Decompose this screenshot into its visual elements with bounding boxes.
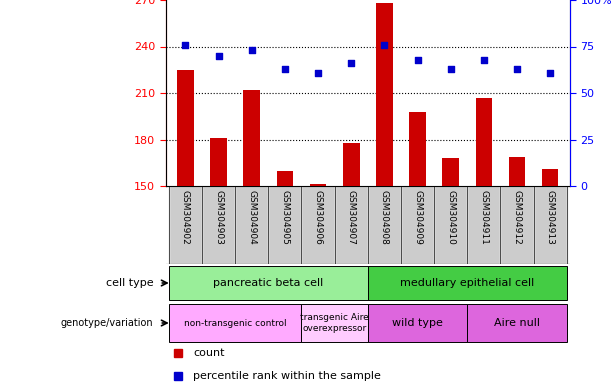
Bar — [343, 142, 359, 186]
Point — [247, 47, 257, 53]
Bar — [302, 186, 335, 264]
Bar — [368, 186, 401, 264]
Bar — [335, 186, 368, 264]
Bar — [243, 90, 260, 186]
Text: medullary epithelial cell: medullary epithelial cell — [400, 278, 535, 288]
Text: non-transgenic control: non-transgenic control — [184, 318, 286, 328]
Text: transgenic Aire
overexpressor: transgenic Aire overexpressor — [300, 313, 369, 333]
Bar — [177, 70, 194, 186]
Bar — [401, 186, 434, 264]
Bar — [509, 157, 525, 186]
Bar — [368, 266, 567, 300]
Point — [512, 66, 522, 72]
Bar — [542, 169, 558, 186]
Text: GSM304904: GSM304904 — [247, 190, 256, 245]
Bar — [169, 304, 302, 342]
Bar — [434, 186, 467, 264]
Point — [214, 53, 224, 59]
Bar — [210, 138, 227, 186]
Text: genotype/variation: genotype/variation — [61, 318, 153, 328]
Bar — [443, 158, 459, 186]
Text: Aire null: Aire null — [494, 318, 540, 328]
Bar — [533, 186, 567, 264]
Text: GSM304912: GSM304912 — [512, 190, 522, 245]
Text: GSM304907: GSM304907 — [347, 190, 356, 245]
Point — [379, 41, 389, 48]
Bar — [476, 98, 492, 186]
Text: GSM304905: GSM304905 — [280, 190, 289, 245]
Point — [546, 70, 555, 76]
Bar — [302, 304, 368, 342]
Bar — [467, 186, 500, 264]
Bar — [169, 266, 368, 300]
Bar — [409, 112, 426, 186]
Point — [180, 41, 190, 48]
Point — [413, 56, 422, 63]
Bar — [368, 304, 467, 342]
Point — [280, 66, 290, 72]
Text: GSM304911: GSM304911 — [479, 190, 489, 245]
Bar — [500, 186, 533, 264]
Point — [446, 66, 455, 72]
Bar — [376, 3, 393, 186]
Bar — [276, 170, 293, 186]
Text: GSM304910: GSM304910 — [446, 190, 455, 245]
Bar — [202, 186, 235, 264]
Text: pancreatic beta cell: pancreatic beta cell — [213, 278, 324, 288]
Text: GSM304913: GSM304913 — [546, 190, 555, 245]
Bar — [268, 186, 302, 264]
Text: GSM304902: GSM304902 — [181, 190, 190, 245]
Bar — [310, 184, 326, 186]
Point — [479, 56, 489, 63]
Text: GSM304908: GSM304908 — [380, 190, 389, 245]
Text: GSM304903: GSM304903 — [214, 190, 223, 245]
Text: GSM304906: GSM304906 — [314, 190, 322, 245]
Bar — [235, 186, 268, 264]
Text: wild type: wild type — [392, 318, 443, 328]
Text: count: count — [193, 348, 224, 358]
Point — [313, 70, 323, 76]
Bar — [467, 304, 567, 342]
Text: GSM304909: GSM304909 — [413, 190, 422, 245]
Bar — [169, 186, 202, 264]
Point — [346, 60, 356, 66]
Text: percentile rank within the sample: percentile rank within the sample — [193, 371, 381, 381]
Text: cell type: cell type — [105, 278, 153, 288]
